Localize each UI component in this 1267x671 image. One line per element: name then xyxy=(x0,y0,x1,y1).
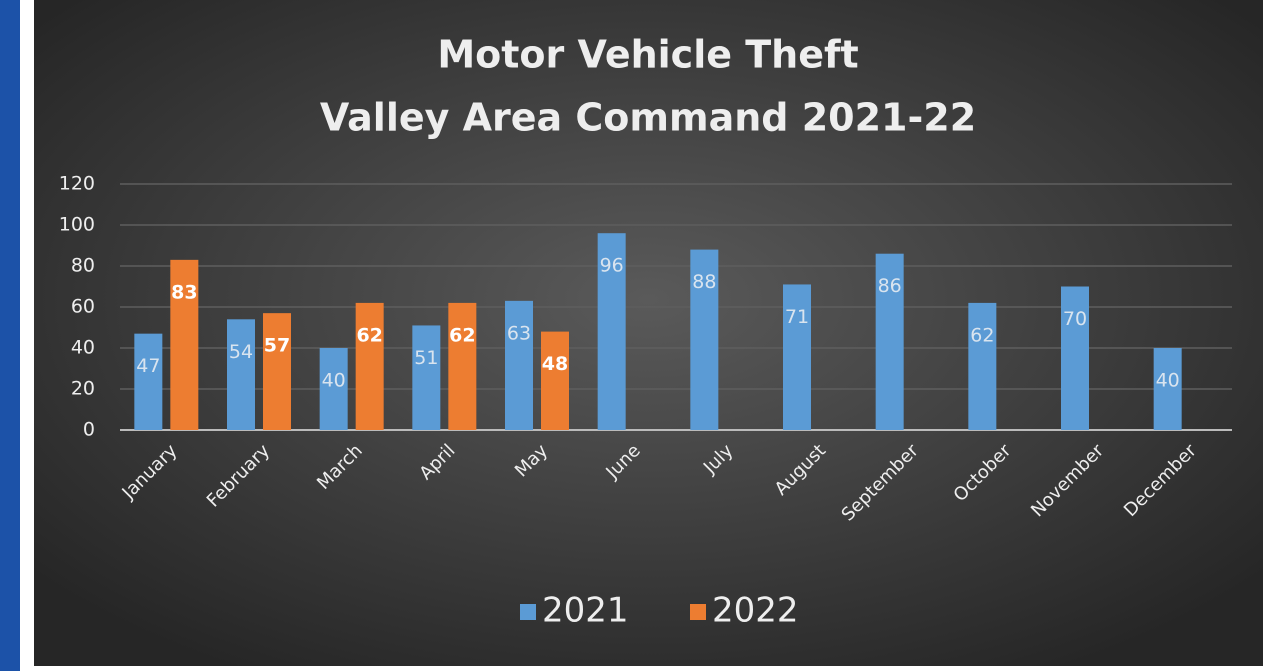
data-label: 96 xyxy=(600,255,624,277)
bar xyxy=(1061,286,1089,430)
bar xyxy=(448,302,477,430)
bar xyxy=(134,333,163,430)
data-label: 40 xyxy=(322,370,346,392)
y-tick-label: 80 xyxy=(71,255,95,277)
bar xyxy=(263,313,291,430)
data-label: 62 xyxy=(970,324,994,346)
y-tick-label: 100 xyxy=(59,214,95,236)
bar xyxy=(170,259,199,430)
data-label: 63 xyxy=(507,322,531,344)
data-label: 62 xyxy=(449,324,475,346)
chart-subtitle: Valley Area Command 2021-22 xyxy=(320,96,976,140)
bar xyxy=(541,331,569,430)
bar xyxy=(505,300,533,430)
legend-swatch xyxy=(520,604,536,620)
side-strip xyxy=(0,0,20,671)
y-tick-label: 0 xyxy=(83,419,95,441)
bar xyxy=(783,284,811,430)
data-label: 54 xyxy=(229,341,253,363)
data-label: 62 xyxy=(356,324,382,346)
data-label: 57 xyxy=(264,335,290,357)
bar xyxy=(227,319,255,430)
y-tick-label: 20 xyxy=(71,378,95,400)
legend-swatch xyxy=(690,604,706,620)
bar xyxy=(968,302,997,430)
data-label: 47 xyxy=(136,355,160,377)
data-label: 88 xyxy=(692,271,716,293)
data-label: 70 xyxy=(1063,308,1087,330)
y-tick-label: 40 xyxy=(71,337,95,359)
bar xyxy=(597,233,626,430)
bar xyxy=(412,325,441,430)
data-label: 83 xyxy=(171,281,197,303)
y-tick-label: 60 xyxy=(71,296,95,318)
data-label: 71 xyxy=(785,306,809,328)
legend-label: 2021 xyxy=(542,591,629,631)
data-label: 48 xyxy=(542,353,568,375)
bar xyxy=(355,302,384,430)
bar xyxy=(875,253,904,430)
legend-label: 2022 xyxy=(712,591,799,631)
data-label: 86 xyxy=(878,275,902,297)
chart-title: Motor Vehicle Theft xyxy=(437,33,858,77)
bar xyxy=(690,249,719,430)
bar xyxy=(319,348,348,430)
data-label: 40 xyxy=(1156,370,1180,392)
bar xyxy=(1153,348,1182,430)
y-tick-label: 120 xyxy=(59,173,95,195)
data-label: 51 xyxy=(414,347,438,369)
